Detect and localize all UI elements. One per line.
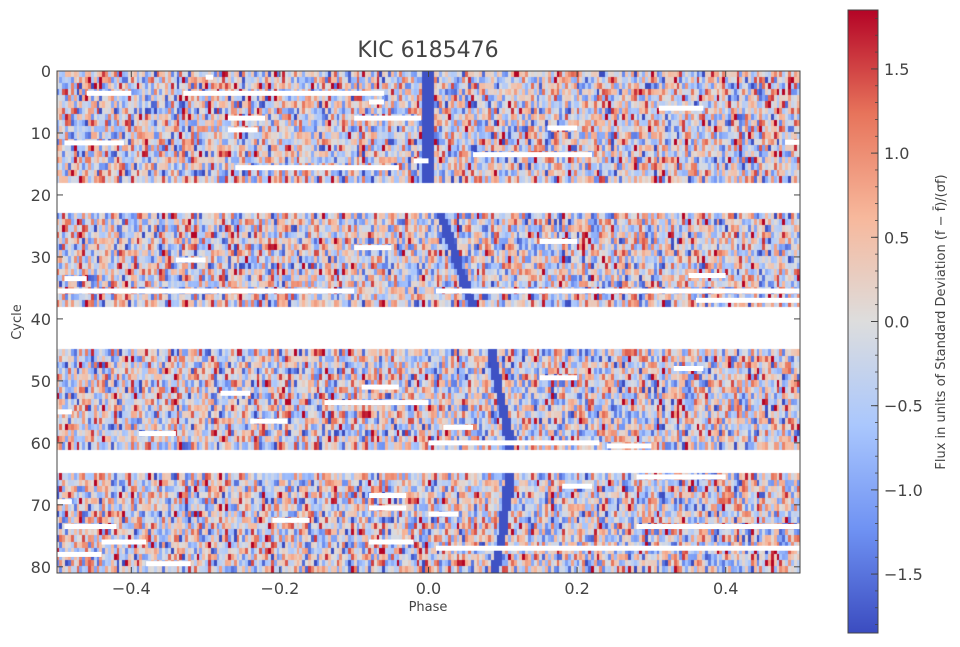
data-gap	[658, 105, 704, 111]
data-gap	[354, 245, 392, 251]
data-gap	[227, 127, 258, 133]
colorbar-tick-label: −0.5	[884, 397, 923, 416]
data-gap	[636, 524, 800, 530]
data-gap	[146, 561, 191, 567]
colorbar-tick-label: 1.5	[884, 60, 909, 79]
data-gap	[539, 375, 578, 381]
data-gap	[369, 539, 414, 545]
y-tick-label: 30	[31, 248, 51, 267]
data-gap	[435, 288, 800, 294]
data-gap	[183, 90, 384, 96]
data-gap	[272, 517, 310, 523]
data-gap	[138, 431, 176, 437]
y-tick-label: 0	[41, 62, 51, 81]
axes: −0.4 −0.2 0.0 0.2 0.4 0 10 20 30 40 50 60 70 80	[31, 62, 801, 598]
y-tick-label: 50	[31, 372, 51, 391]
data-gap	[606, 443, 652, 449]
data-gap	[86, 90, 132, 96]
data-gap	[324, 400, 429, 406]
data-gap	[636, 474, 726, 480]
data-gap	[785, 139, 800, 145]
colorbar-tick-label: 1.0	[884, 144, 909, 163]
data-gap	[250, 418, 288, 424]
data-gap	[688, 273, 726, 279]
colorbar-tick-label: 0.0	[884, 313, 909, 332]
data-gap	[227, 115, 266, 121]
colorbar-label: Flux in units of Standard Deviation (f −…	[934, 174, 949, 469]
data-gap	[695, 297, 800, 303]
data-gap	[64, 276, 87, 282]
colorbar-tick-label: −1.5	[884, 565, 923, 584]
x-tick-label: 0.0	[416, 579, 441, 598]
x-tick-label: −0.4	[112, 579, 151, 598]
data-gap	[64, 524, 117, 530]
data-gap	[673, 365, 704, 371]
data-gaps	[57, 74, 800, 567]
chart-title: KIC 6185476	[357, 38, 498, 63]
data-gap	[57, 288, 355, 294]
data-gap	[413, 158, 429, 164]
data-gap	[101, 539, 147, 545]
data-gap	[539, 238, 578, 244]
data-gap	[57, 551, 102, 557]
data-gap	[547, 125, 578, 131]
data-gap	[175, 257, 206, 263]
data-gap	[369, 99, 384, 105]
data-gap	[428, 440, 600, 446]
data-gap	[443, 424, 474, 430]
colorbar-tick-label: −1.0	[884, 481, 923, 500]
x-axis-label: Phase	[409, 600, 448, 615]
data-gap	[220, 390, 251, 396]
heatmap-area	[57, 71, 800, 573]
y-tick-label: 70	[31, 496, 51, 515]
data-gap	[57, 499, 72, 505]
colorbar-tick-label: 0.5	[884, 228, 909, 247]
y-tick-label: 60	[31, 434, 51, 453]
data-gap	[428, 511, 459, 517]
data-gap	[64, 140, 124, 146]
data-gap	[57, 409, 72, 415]
data-gap	[369, 493, 407, 499]
data-gap	[235, 165, 399, 171]
data-gap	[435, 545, 800, 551]
x-tick-label: 0.2	[564, 579, 589, 598]
y-axis-label: Cycle	[10, 304, 25, 340]
x-tick-label: 0.4	[713, 579, 738, 598]
data-gap	[562, 483, 592, 489]
data-gap	[354, 115, 422, 121]
y-tick-label: 40	[31, 310, 51, 329]
data-gap	[205, 74, 214, 80]
data-gap	[361, 384, 399, 390]
data-gap	[369, 505, 407, 511]
data-gap	[473, 152, 592, 158]
y-tick-label: 20	[31, 186, 51, 205]
heatmap-image	[57, 71, 800, 573]
x-tick-label: −0.2	[260, 579, 299, 598]
colorbar: 1.5 1.0 0.5 0.0 −0.5 −1.0 −1.5	[847, 9, 923, 634]
y-tick-label: 10	[31, 124, 51, 143]
y-tick-label: 80	[31, 558, 51, 577]
